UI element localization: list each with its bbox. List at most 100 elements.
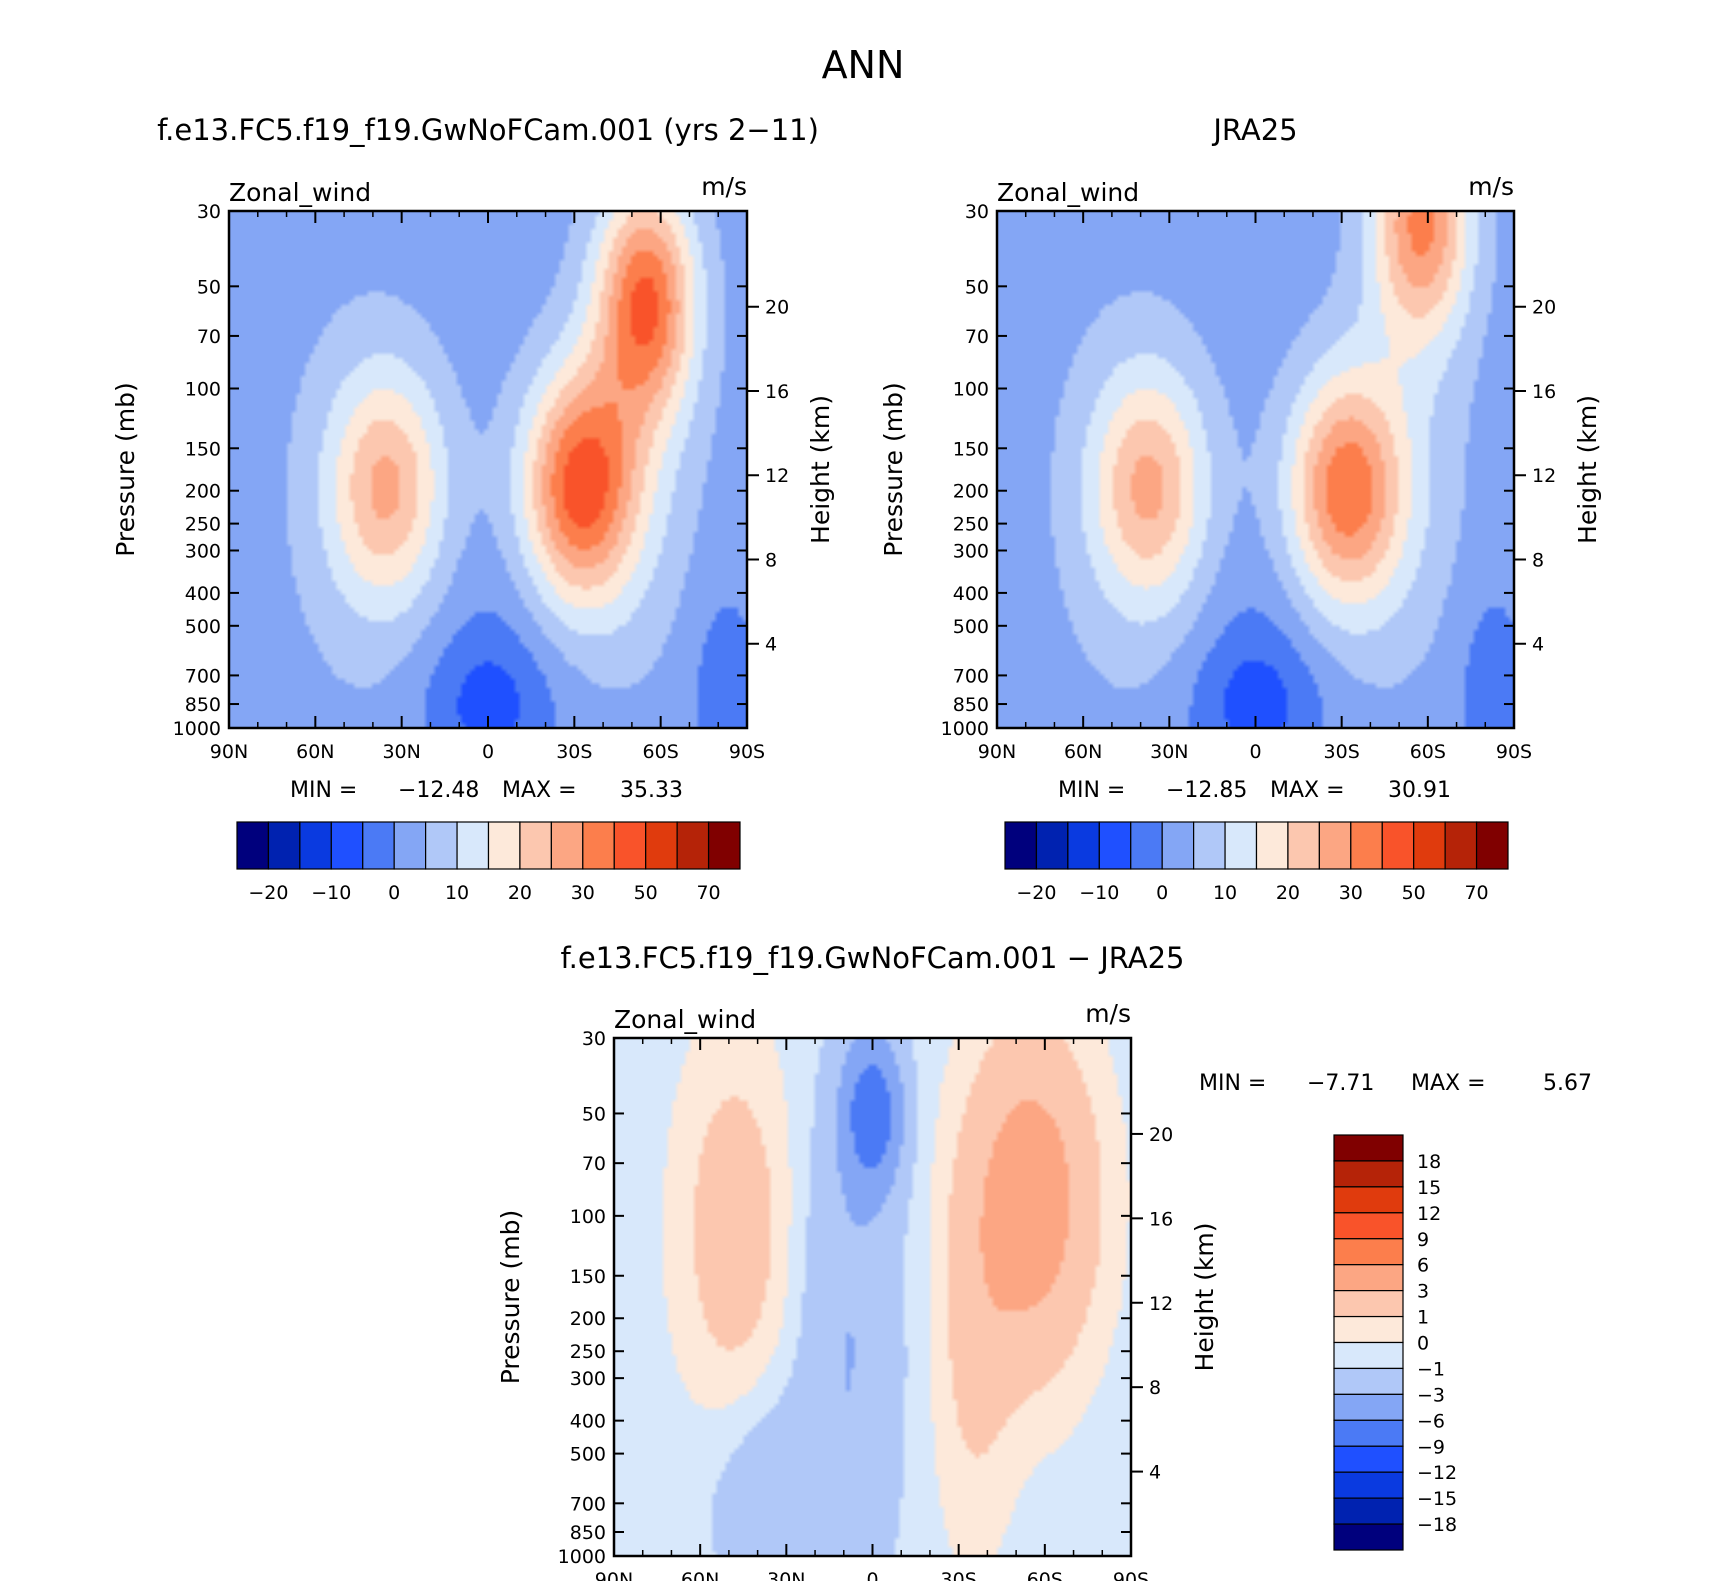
colorbar-swatch (1333, 1238, 1404, 1266)
colorbar-swatch (330, 821, 364, 870)
height-tick-label: 12 (1532, 465, 1556, 487)
colorbar-swatch (519, 821, 552, 870)
colorbar-label: 10 (1213, 882, 1237, 904)
y-tick-label: 70 (582, 1153, 606, 1175)
colorbar-label: 50 (634, 882, 658, 904)
colorbar-label: −18 (1417, 1514, 1457, 1536)
x-tick-label: 30S (1324, 741, 1360, 763)
colorbar-label: 50 (1402, 882, 1426, 904)
colorbar-swatch (1333, 1290, 1404, 1318)
colorbar-label: −12 (1417, 1462, 1457, 1484)
panel-difference: f.e13.FC5.f19_f19.GwNoFCam.001 − JRA25 Zo… (496, 941, 1592, 1581)
x-tick-label: 60N (1064, 741, 1102, 763)
height-tick-label: 8 (765, 549, 777, 571)
colorbar-swatch (613, 821, 647, 870)
colorbar-swatch (1413, 821, 1446, 870)
min-value: −7.71 (1307, 1071, 1374, 1096)
y-tick-label: 70 (965, 326, 989, 348)
y-tick-label: 30 (965, 201, 989, 223)
colorbar-label: −6 (1417, 1410, 1445, 1432)
colorbar-swatch (1333, 1523, 1404, 1551)
colorbar-swatch (267, 821, 301, 870)
colorbar-swatch (1193, 821, 1226, 870)
variable-label: Zonal_wind (614, 1005, 756, 1034)
x-tick-label: 30S (556, 741, 592, 763)
min-label: MIN = (290, 778, 357, 803)
y-tick-label: 700 (953, 665, 989, 687)
panel-title: JRA25 (1211, 113, 1297, 147)
y-tick-label: 300 (953, 540, 989, 562)
colorbar-swatch (1444, 821, 1478, 870)
y-tick-label: 30 (197, 201, 221, 223)
y-tick-label: 250 (953, 514, 989, 536)
x-tick-label: 0 (866, 1569, 878, 1581)
height-tick-label: 12 (1149, 1293, 1173, 1315)
colorbar-swatch (299, 821, 332, 870)
filled-contour-field (614, 1038, 1131, 1556)
filled-contour-field (997, 211, 1514, 728)
height-tick-label: 4 (1532, 634, 1544, 656)
y-tick-label: 300 (185, 540, 221, 562)
colorbar-swatch (582, 821, 615, 870)
colorbar-swatch (456, 821, 490, 870)
x-tick-label: 90N (210, 741, 248, 763)
colorbar-swatch (1333, 1341, 1404, 1370)
y-tick-label: 100 (185, 379, 221, 401)
colorbar-label: −20 (248, 882, 288, 904)
height-tick-label: 4 (765, 634, 777, 656)
colorbar-swatch (1287, 821, 1320, 870)
y-tick-label: 150 (953, 438, 989, 460)
max-label: MAX = (1270, 778, 1345, 803)
colorbar-swatch (1224, 821, 1258, 870)
x-tick-label: 90N (595, 1569, 633, 1581)
colorbar-swatch (487, 821, 521, 870)
y-tick-label: 50 (965, 276, 989, 298)
colorbar-swatch (1475, 821, 1509, 870)
y-tick-label: 200 (185, 481, 221, 503)
y-tick-label: 100 (570, 1206, 606, 1228)
y-tick-label: 400 (570, 1411, 606, 1433)
height-tick-label: 16 (765, 381, 789, 403)
colorbar-label: 0 (1156, 882, 1168, 904)
colorbar-swatch (707, 821, 741, 870)
colorbar-swatch (1333, 1212, 1404, 1240)
max-value: 30.91 (1388, 778, 1451, 803)
y-axis-label: Pressure (mb) (111, 382, 140, 556)
colorbar-label: 12 (1417, 1203, 1441, 1225)
y-axis-label: Pressure (mb) (879, 382, 908, 556)
colorbar-label: −20 (1016, 882, 1056, 904)
colorbar-swatch (1067, 821, 1100, 870)
colorbar-label: 30 (1339, 882, 1363, 904)
x-tick-label: 30N (1150, 741, 1188, 763)
units-label: m/s (701, 172, 747, 201)
y-tick-label: 400 (185, 583, 221, 605)
y-tick-label: 50 (197, 276, 221, 298)
colorbar-label: 10 (445, 882, 469, 904)
y-tick-label: 250 (570, 1341, 606, 1363)
x-tick-label: 60N (296, 741, 334, 763)
x-tick-label: 90S (1113, 1569, 1149, 1581)
colorbar-swatch (1130, 821, 1163, 870)
height-axis-label: Height (km) (1573, 395, 1602, 544)
colorbar-swatch (1161, 821, 1195, 870)
colorbar-swatch (1333, 1186, 1404, 1214)
colorbar-swatch (676, 821, 710, 870)
height-axis-label: Height (km) (806, 395, 835, 544)
y-tick-label: 1000 (173, 718, 221, 740)
colorbar-label: 0 (388, 882, 400, 904)
colorbar-label: −10 (1079, 882, 1119, 904)
colorbar-swatch (393, 821, 427, 870)
x-tick-label: 0 (482, 741, 494, 763)
colorbar-swatch (550, 821, 584, 870)
y-tick-label: 200 (953, 481, 989, 503)
min-label: MIN = (1199, 1071, 1266, 1096)
colorbar-swatch (1381, 821, 1415, 870)
colorbar-swatch (1333, 1134, 1404, 1162)
filled-contour-field (229, 211, 747, 728)
colorbar-swatch (1333, 1315, 1404, 1344)
colorbar-label: −3 (1417, 1384, 1445, 1406)
colorbar-label: 70 (1464, 882, 1488, 904)
height-tick-label: 12 (765, 465, 789, 487)
y-tick-label: 850 (953, 694, 989, 716)
